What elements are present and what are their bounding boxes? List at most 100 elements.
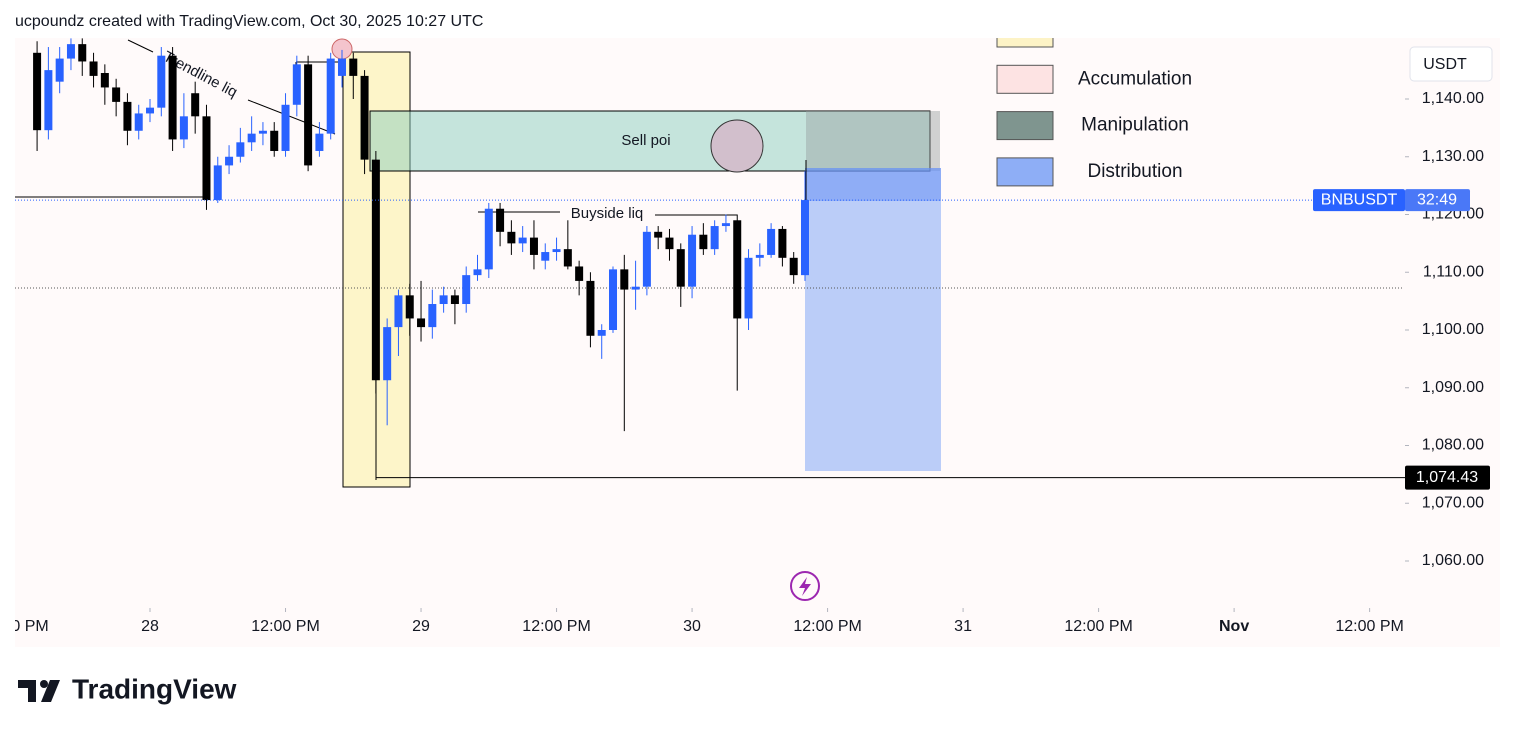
candle-body — [112, 87, 121, 102]
candle-body — [168, 55, 177, 140]
symbol-box — [1313, 189, 1405, 212]
candle-body — [417, 318, 426, 328]
x-tick-label: 12:00 PM — [0, 618, 49, 635]
y-axis: 1,060.00 1,070.00 1,080.00 1,090.00 1,100.00… — [1405, 90, 1484, 569]
y-tick-label: 1,130.00 — [1422, 148, 1484, 165]
legend-label: Accumulation — [1078, 68, 1192, 89]
x-tick-label: 12:00 PM — [1064, 618, 1132, 635]
currency-box — [1409, 46, 1493, 82]
brand: TradingView — [72, 673, 237, 704]
candle-body — [394, 295, 403, 328]
trendline — [127, 39, 154, 53]
candle-body — [699, 234, 708, 250]
candle-body — [733, 220, 742, 319]
candle-body — [55, 58, 64, 82]
candle-body — [721, 223, 730, 227]
legend-swatch — [996, 38, 1054, 48]
candle-body — [428, 304, 437, 328]
candle-body — [507, 231, 516, 244]
x-tick-label: 31 — [954, 618, 972, 635]
candle-body — [247, 133, 256, 143]
annotation: Sell poi — [621, 132, 670, 149]
candle-body — [518, 237, 527, 244]
candle-body — [744, 257, 753, 319]
candle-body — [179, 116, 188, 140]
candle-body — [326, 58, 335, 134]
candle-body — [213, 165, 222, 201]
countdown: 32:49 — [1417, 191, 1457, 208]
x-tick-label: 28 — [141, 618, 159, 635]
candle-body — [609, 269, 618, 330]
grey-zone — [806, 111, 940, 171]
candle-body — [484, 208, 493, 270]
x-tick-label: 12:00 PM — [522, 618, 590, 635]
distribution-zone — [805, 168, 941, 471]
candle-body — [688, 234, 697, 287]
x-tick-label: 12:00 PM — [793, 618, 861, 635]
brand-logo — [18, 680, 60, 702]
candle-body — [44, 70, 53, 131]
candle-body — [529, 237, 538, 255]
candle-body — [360, 75, 369, 160]
legend-swatch — [996, 111, 1054, 141]
candle-body — [597, 330, 606, 336]
candle-body — [157, 55, 166, 108]
candle-body — [541, 252, 550, 261]
candle-body — [337, 58, 346, 76]
currency: USDT — [1423, 56, 1467, 73]
y-tick-label: 1,070.00 — [1422, 494, 1484, 511]
candle-body — [315, 133, 324, 151]
legend-swatch — [996, 157, 1054, 187]
legend-label: Distribution — [1087, 22, 1182, 43]
legend: Distribution Accumulation Manipulation Dist… — [996, 22, 1192, 187]
candle-body — [292, 64, 301, 105]
candle-body — [100, 73, 109, 88]
candle-body — [349, 58, 358, 76]
candle-body — [473, 269, 482, 276]
candle-body — [383, 327, 392, 381]
x-axis: 12:00 PM 28 12:00 PM 29 12:00 PM 30 12:00 PM 31… — [0, 608, 1404, 635]
x-tick-label: 29 — [412, 618, 430, 635]
countdown-box — [1405, 189, 1470, 212]
candle-body — [620, 269, 629, 290]
candle-body — [642, 231, 651, 287]
candle-body — [191, 93, 200, 117]
candle-body — [236, 142, 245, 157]
annotation: Buyside liq — [571, 205, 644, 222]
candle-body — [78, 44, 87, 62]
candle-body — [552, 249, 561, 253]
y-tick-label: 1,090.00 — [1422, 379, 1484, 396]
candle-body — [304, 64, 313, 166]
candle-body — [225, 156, 234, 166]
marker-circle — [710, 119, 764, 173]
candle-body — [575, 266, 584, 281]
x-tick-label: 12:00 PM — [251, 618, 319, 635]
candle-body — [33, 52, 42, 131]
header: ucpoundz created with TradingView.com, O… — [15, 13, 483, 30]
candle-body — [134, 113, 143, 131]
candle-body — [66, 44, 75, 59]
y-tick-label: 1,110.00 — [1423, 263, 1484, 280]
candle-body — [258, 130, 267, 134]
candle-body — [371, 159, 380, 381]
candle-body — [450, 295, 459, 305]
candle-body — [89, 61, 98, 76]
candle-body — [676, 249, 685, 287]
candle-body — [665, 237, 674, 250]
candle-body — [439, 295, 448, 305]
legend-label: Distribution — [1087, 161, 1182, 182]
y-tick-label: 1,100.00 — [1422, 321, 1484, 338]
y-tick-label: 1,080.00 — [1422, 437, 1484, 454]
candle-body — [270, 130, 279, 151]
candle-body — [800, 200, 809, 276]
candle-body — [202, 116, 211, 201]
candle-body — [789, 257, 798, 276]
candle-body — [755, 254, 764, 258]
distribution-top — [805, 168, 941, 201]
candle-body — [778, 228, 787, 258]
y-tick-label: 1,140.00 — [1422, 90, 1484, 107]
candle-body — [586, 280, 595, 336]
candle-body — [146, 107, 155, 114]
